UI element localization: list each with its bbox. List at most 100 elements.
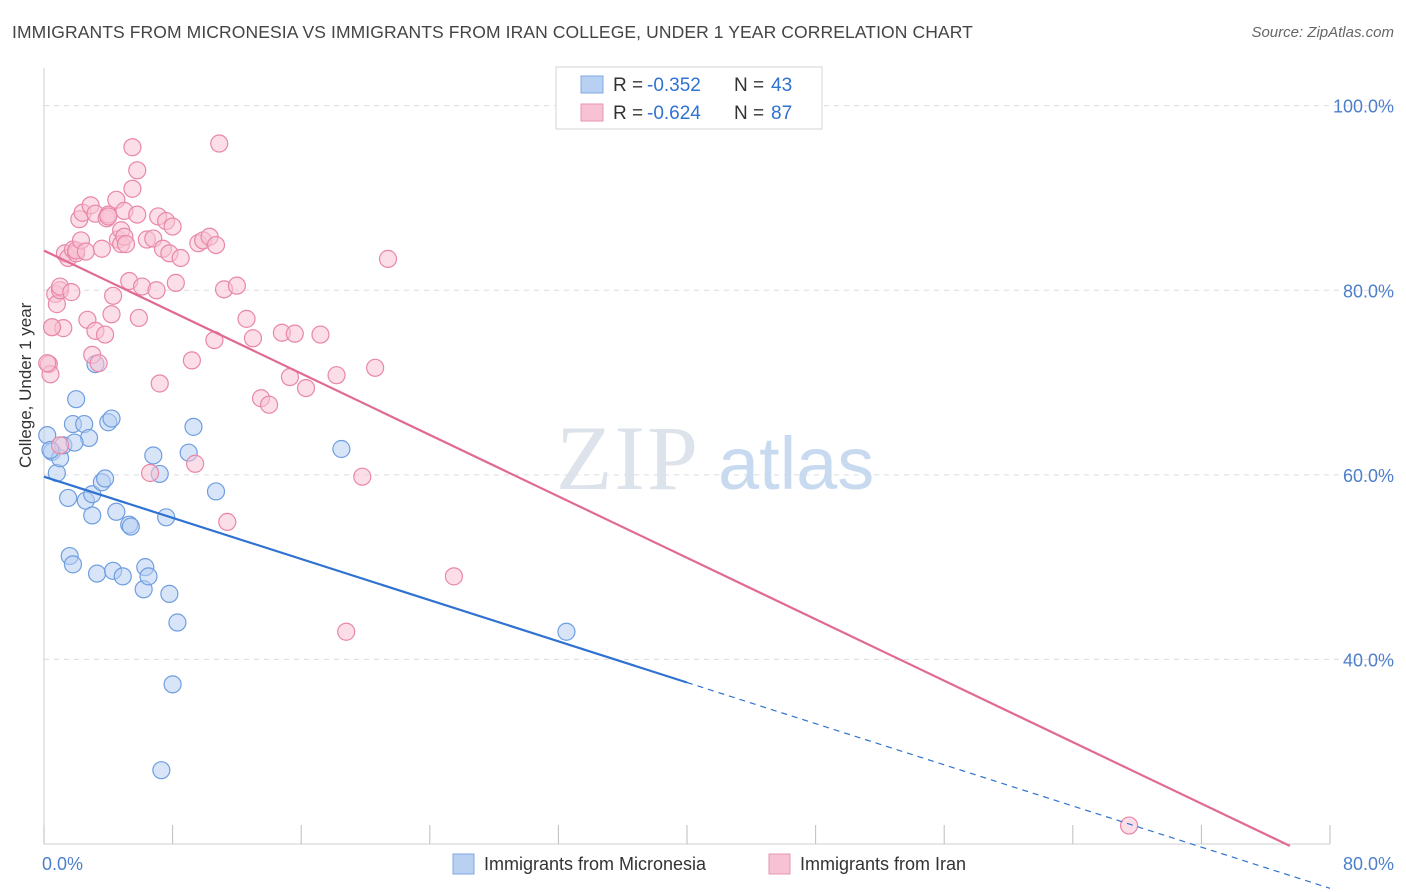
y-tick-label: 60.0%: [1343, 466, 1394, 486]
scatter-point: [62, 283, 81, 302]
legend: Immigrants from Micronesia Immigrants fr…: [452, 853, 966, 875]
stats-n-label-iran: N =: [734, 103, 764, 124]
x-tick-labels: 0.0% 80.0%: [42, 854, 1394, 874]
scatter-point: [116, 235, 136, 254]
stats-n-label-micronesia: N =: [734, 75, 764, 96]
legend-label-iran: Immigrants from Iran: [800, 854, 966, 874]
scatter-point: [182, 351, 201, 370]
scatter-point: [259, 395, 279, 414]
scatter-point: [89, 354, 108, 373]
scatter-point: [128, 161, 147, 180]
legend-swatch-iran: [768, 853, 791, 875]
scatter-point: [102, 409, 121, 428]
scatter-point: [163, 675, 182, 694]
scatter-point: [83, 506, 102, 525]
legend-label-micronesia: Immigrants from Micronesia: [484, 854, 707, 874]
stats-swatch-iran: [580, 103, 604, 122]
y-tick-label: 100.0%: [1333, 97, 1394, 117]
stats-r-label-iran: R =: [613, 103, 643, 124]
trend-line-extension: [686, 681, 1331, 889]
scatter-point: [243, 329, 263, 348]
watermark: ZIP atlas: [556, 407, 874, 509]
scatter-point: [67, 390, 86, 409]
scatter-point: [107, 502, 126, 521]
scatter-point: [171, 248, 190, 268]
scatter-point: [95, 469, 115, 488]
watermark-atlas: atlas: [718, 422, 874, 505]
scatter-point: [92, 239, 111, 258]
points-iran: [38, 134, 1139, 835]
trend-lines: [43, 249, 1331, 889]
scatter-point: [95, 325, 115, 344]
scatter-point: [42, 318, 62, 337]
scatter-point: [144, 446, 163, 465]
chart-source: Source: ZipAtlas.com: [1251, 24, 1394, 41]
chart-title: IMMIGRANTS FROM MICRONESIA VS IMMIGRANTS…: [12, 22, 973, 42]
trend-line: [43, 475, 688, 684]
scatter-point: [337, 622, 356, 641]
y-tick-labels: 100.0% 80.0% 60.0% 40.0%: [1333, 97, 1394, 671]
scatter-point: [38, 354, 57, 373]
scatter-point: [139, 567, 158, 586]
scatter-point: [366, 358, 385, 377]
scatter-point: [87, 564, 107, 583]
scatter-point: [1119, 816, 1139, 835]
scatter-point: [50, 436, 70, 455]
scatter-point: [128, 205, 147, 224]
watermark-zip: ZIP: [556, 407, 700, 509]
scatter-point: [150, 374, 169, 393]
stats-r-value-iran: -0.624: [647, 103, 701, 124]
scatter-point: [206, 482, 226, 501]
stats-n-value-iran: 87: [771, 103, 792, 124]
scatter-point: [123, 138, 142, 157]
scatter-point: [557, 622, 576, 641]
scatter-point: [332, 439, 351, 459]
scatter-point: [157, 508, 176, 527]
scatter-point: [311, 325, 330, 344]
scatter-point: [166, 273, 185, 292]
grid-lines: [44, 105, 1390, 660]
scatter-point: [152, 761, 171, 780]
stats-r-label-micronesia: R =: [613, 75, 643, 96]
scatter-point: [353, 467, 372, 486]
legend-swatch-micronesia: [452, 853, 475, 875]
x-tick-label: 0.0%: [42, 854, 83, 874]
scatter-point: [147, 281, 166, 300]
scatter-point: [140, 463, 160, 483]
scatter-point: [378, 249, 398, 268]
scatter-point: [184, 417, 203, 436]
scatter-point: [121, 517, 140, 536]
x-tick-label: 80.0%: [1343, 854, 1394, 874]
scatter-point: [99, 207, 118, 226]
scatter-point: [160, 584, 179, 603]
scatter-point: [123, 179, 142, 198]
stats-legend: R = -0.352 N = 43 R = -0.624 N = 87: [555, 66, 823, 130]
stats-r-value-micronesia: -0.352: [647, 75, 701, 96]
stats-n-value-micronesia: 43: [771, 75, 792, 96]
scatter-point: [113, 567, 132, 586]
scatter-point: [104, 286, 123, 305]
scatter-point: [59, 488, 78, 508]
scatter-point: [163, 217, 182, 236]
scatter-point: [206, 235, 226, 255]
points-micronesia: [38, 354, 576, 780]
stats-swatch-micronesia: [580, 75, 604, 94]
scatter-point: [76, 242, 95, 261]
scatter-point: [327, 366, 346, 385]
scatter-point: [285, 324, 304, 343]
scatter-point: [210, 134, 229, 153]
scatter-point: [237, 309, 256, 328]
scatter-point: [168, 613, 187, 632]
scatter-point: [296, 378, 316, 398]
scatter-point: [218, 512, 237, 532]
scatter-point: [444, 567, 464, 586]
scatter-point: [102, 305, 121, 324]
scatter-point: [186, 454, 205, 473]
trend-line: [43, 249, 1291, 847]
scatter-point: [63, 555, 83, 574]
y-tick-label: 80.0%: [1343, 281, 1394, 301]
scatter-point: [227, 276, 246, 295]
scatter-point: [129, 308, 148, 328]
y-tick-label: 40.0%: [1343, 650, 1394, 670]
